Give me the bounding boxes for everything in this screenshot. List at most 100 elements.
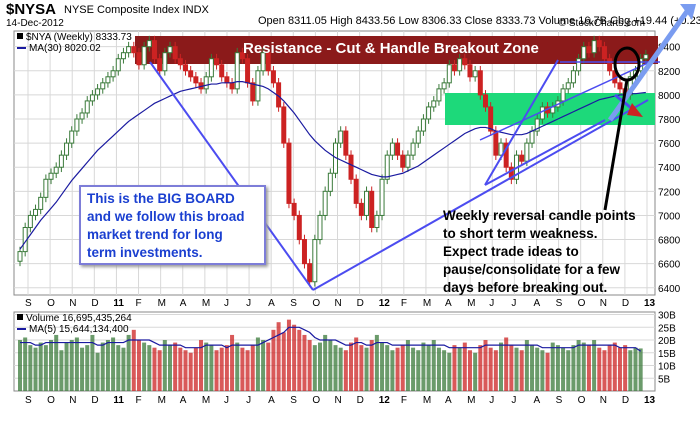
price-candle — [405, 154, 411, 168]
price-candle — [74, 118, 80, 132]
volume-bar — [240, 347, 245, 391]
price-candle — [296, 214, 302, 241]
price-x-tick-label: 13 — [644, 298, 656, 309]
volume-bar — [157, 350, 162, 391]
price-x-tick-label: O — [312, 298, 320, 309]
volume-x-tick-label: 11 — [113, 395, 124, 406]
price-candle — [250, 82, 256, 102]
volume-x-tick-label: M — [202, 395, 210, 406]
volume-bar — [545, 352, 550, 391]
price-candle — [146, 40, 152, 48]
volume-bar — [338, 347, 343, 391]
ma30-line — [19, 81, 646, 250]
breakout-arrowhead — [680, 4, 696, 20]
price-candle — [291, 202, 297, 216]
price-candle — [224, 76, 230, 84]
volume-bar — [566, 350, 571, 391]
volume-bar — [462, 342, 467, 391]
volume-bar — [100, 342, 105, 391]
volume-x-tick-label: O — [312, 395, 320, 406]
volume-x-tick-label: N — [600, 395, 607, 406]
volume-bar — [178, 347, 183, 391]
price-candle — [312, 239, 318, 283]
volume-bar — [524, 340, 529, 391]
volume-bar — [131, 329, 136, 391]
price-candle — [203, 76, 209, 90]
volume-x-tick-label: J — [489, 395, 494, 406]
note-line: days before breaking out. — [443, 280, 608, 295]
price-candle — [43, 178, 49, 198]
volume-bar — [597, 347, 602, 391]
price-candle — [457, 58, 463, 72]
price-candle — [643, 54, 649, 60]
volume-bar — [54, 334, 59, 391]
volume-bar — [416, 350, 421, 391]
volume-bar — [95, 352, 100, 391]
volume-bar — [328, 340, 333, 391]
volume-bar — [364, 347, 369, 391]
price-candle — [110, 70, 116, 78]
price-candle — [436, 88, 442, 102]
price-candle — [607, 58, 613, 72]
price-candle — [539, 106, 545, 120]
volume-bar — [214, 350, 219, 391]
volume-x-tick-label: D — [91, 395, 98, 406]
price-tick-label: 7000 — [658, 211, 681, 222]
volume-bar — [188, 352, 193, 391]
volume-bar — [535, 347, 540, 391]
price-candle — [281, 106, 287, 144]
price-candle — [95, 88, 101, 96]
price-candle — [338, 130, 344, 144]
resistance-zone — [135, 36, 658, 64]
price-x-tick-label: M — [467, 298, 475, 309]
price-candle — [208, 58, 214, 78]
volume-bar — [312, 345, 317, 391]
price-candle — [64, 142, 70, 156]
volume-bar — [43, 345, 48, 391]
price-candle — [162, 52, 168, 72]
volume-bar — [349, 342, 354, 391]
volume-bar — [126, 334, 131, 391]
volume-bar — [271, 329, 276, 391]
price-candle — [105, 76, 111, 84]
price-candle — [570, 70, 576, 84]
price-x-tick-label: J — [511, 298, 516, 309]
price-candle — [508, 166, 514, 180]
price-candle — [488, 106, 494, 132]
volume-bar — [478, 345, 483, 391]
price-x-tick-label: O — [47, 298, 55, 309]
price-candle — [576, 58, 582, 72]
big-board-callout: This is the BIG BOARD and we follow this… — [79, 185, 266, 265]
price-candle — [214, 58, 220, 66]
price-candle — [586, 46, 592, 54]
volume-bar — [18, 340, 22, 391]
volume-bar — [354, 337, 359, 391]
resistance-zone-label: Resistance - Cut & Handle Breakout Zone — [243, 40, 539, 57]
price-x-tick-label: F — [136, 298, 142, 309]
volume-bar — [426, 345, 431, 391]
volume-bar — [617, 347, 622, 391]
volume-x-tick-label: M — [158, 395, 166, 406]
price-candle — [591, 40, 597, 54]
price-tick-label: 8200 — [658, 67, 681, 78]
volume-bar — [602, 350, 607, 391]
volume-x-tick-label: S — [25, 395, 32, 406]
volume-bar — [105, 340, 110, 391]
volume-bar — [199, 340, 204, 391]
volume-bar — [333, 345, 338, 391]
volume-x-tick-label: 12 — [379, 395, 391, 406]
volume-bar — [64, 342, 69, 391]
price-candle — [477, 70, 483, 96]
price-x-tick-label: D — [622, 298, 629, 309]
price-x-tick-label: A — [445, 298, 452, 309]
volume-bar — [592, 340, 597, 391]
price-tick-label: 6800 — [658, 236, 681, 247]
volume-bar — [116, 345, 121, 391]
volume-x-tick-label: F — [401, 395, 407, 406]
price-tick-label: 7600 — [658, 139, 681, 150]
volume-bar — [431, 340, 436, 391]
price-candle — [89, 94, 95, 102]
volume-bar — [23, 337, 28, 391]
volume-bar — [173, 342, 178, 391]
volume-bar — [162, 340, 167, 391]
